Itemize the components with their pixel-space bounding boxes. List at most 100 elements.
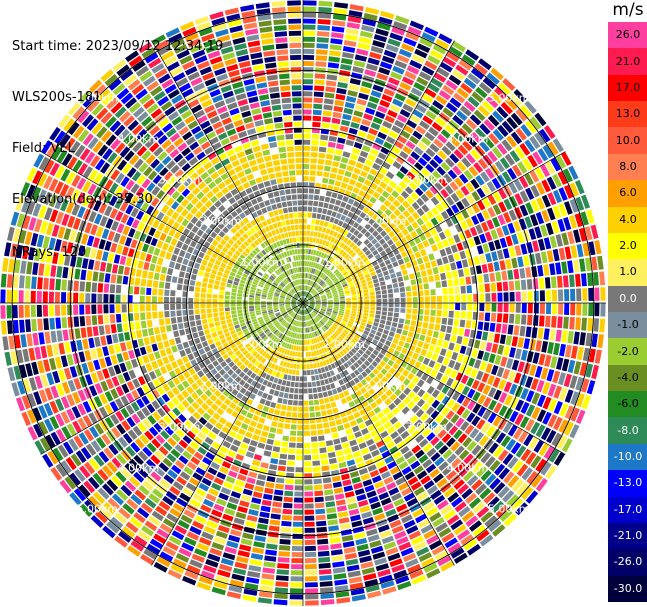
ppi-gate [534, 226, 543, 239]
ppi-gate [146, 279, 153, 288]
ppi-gate [291, 375, 296, 381]
ppi-gate [453, 149, 464, 160]
ppi-gate [319, 195, 325, 202]
ppi-gate [424, 230, 432, 239]
ppi-gate [257, 390, 264, 397]
ppi-gate [340, 397, 348, 405]
ppi-gate [327, 271, 333, 277]
ppi-gate [206, 407, 215, 416]
ppi-gate [238, 371, 246, 378]
ppi-gate [353, 60, 366, 68]
ppi-gate [203, 525, 216, 535]
ppi-gate [309, 305, 314, 309]
ppi-gate [185, 482, 197, 492]
ppi-gate [300, 346, 303, 352]
ppi-gate [268, 432, 276, 439]
ppi-gate [337, 359, 343, 366]
ppi-gate [277, 563, 290, 569]
ppi-gate [186, 386, 195, 395]
ppi-gate [407, 391, 416, 400]
ppi-gate [242, 594, 257, 602]
ppi-gate [364, 249, 371, 256]
ppi-gate [307, 308, 311, 313]
ppi-gate [73, 488, 87, 502]
ppi-gate [408, 239, 416, 247]
ppi-gate [430, 410, 440, 420]
ppi-gate [478, 58, 492, 71]
ppi-gate [346, 95, 357, 103]
ppi-gate [304, 285, 306, 291]
ppi-gate [395, 155, 405, 165]
ppi-gate [196, 325, 203, 332]
ppi-gate [204, 389, 213, 397]
ppi-gate [528, 228, 537, 240]
ppi-gate [137, 467, 149, 479]
ppi-gate [346, 256, 352, 262]
ppi-gate [401, 269, 408, 276]
ppi-gate [237, 353, 244, 360]
ppi-gate [234, 324, 240, 329]
ppi-gate [156, 556, 171, 568]
ppi-gate [318, 342, 323, 348]
ppi-gate [317, 429, 324, 436]
ppi-gate [261, 324, 267, 330]
ppi-gate [436, 241, 444, 250]
ppi-gate [358, 422, 367, 430]
ppi-gate [496, 249, 504, 260]
ppi-gate [450, 334, 457, 343]
ppi-gate [166, 390, 175, 399]
ppi-gate [342, 209, 349, 216]
ppi-gate [268, 525, 280, 532]
ppi-gate [349, 227, 356, 234]
ppi-gate [143, 373, 152, 383]
ppi-gate [339, 310, 345, 314]
ppi-gate [341, 535, 354, 542]
ppi-gate [513, 179, 524, 191]
ppi-gate [341, 473, 350, 481]
ppi-gate [410, 460, 421, 470]
ppi-gate [547, 207, 556, 221]
ppi-gate [265, 444, 273, 451]
ppi-gate [315, 55, 328, 61]
ppi-gate [472, 391, 481, 402]
ppi-gate [279, 305, 285, 307]
ppi-gate [393, 436, 403, 445]
ppi-gate [328, 344, 333, 350]
ppi-gate [360, 346, 367, 352]
ppi-gate [325, 80, 337, 87]
ppi-gate [44, 418, 54, 433]
ppi-gate [237, 448, 247, 456]
ppi-gate [534, 365, 543, 378]
ppi-gate [380, 221, 388, 229]
ppi-gate [329, 216, 335, 223]
ppi-gate [334, 303, 339, 305]
ppi-gate [389, 104, 401, 113]
ppi-gate [490, 229, 499, 240]
ppi-gate [398, 214, 406, 222]
ppi-gate [333, 297, 339, 300]
ppi-gate [350, 514, 361, 522]
ppi-gate [383, 541, 397, 550]
ppi-gate [599, 271, 606, 286]
ppi-gate [111, 493, 124, 506]
ppi-gate [447, 279, 454, 287]
ppi-gate [505, 235, 513, 247]
ppi-gate [570, 245, 578, 259]
ppi-gate [484, 456, 496, 468]
ppi-gate [453, 252, 461, 261]
ppi-gate [553, 416, 563, 431]
ppi-gate [332, 312, 338, 316]
ppi-gate [354, 333, 361, 339]
ppi-gate [442, 310, 448, 318]
ppi-gate [453, 278, 460, 286]
ppi-gate [381, 535, 395, 545]
ppi-gate [474, 431, 485, 443]
ppi-gate [290, 357, 295, 363]
ppi-gate [120, 484, 133, 497]
ppi-gate [312, 121, 321, 128]
ppi-gate [303, 139, 311, 145]
ppi-gate [367, 410, 376, 418]
ppi-gate [379, 530, 392, 539]
ppi-gate [222, 328, 229, 334]
ppi-gate [56, 330, 63, 342]
